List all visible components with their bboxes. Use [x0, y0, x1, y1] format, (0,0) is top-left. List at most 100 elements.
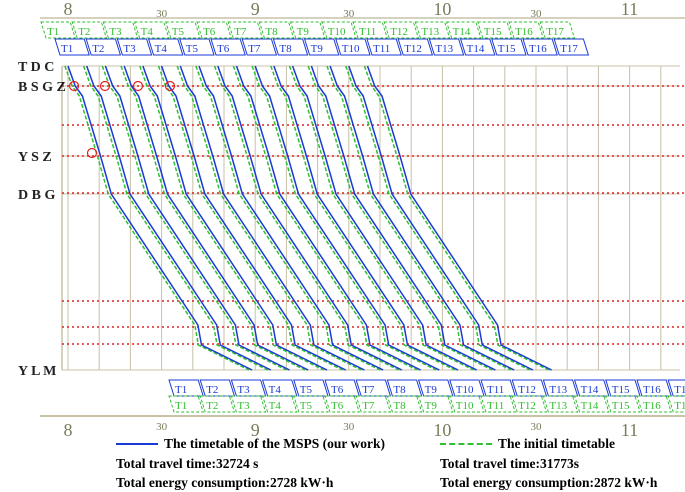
- travel-time-ours: Total travel time:32724 s: [116, 456, 259, 471]
- msps-train-line-T9: [217, 65, 403, 371]
- top-initial-box: [71, 21, 108, 39]
- top-initial-box: [196, 21, 232, 39]
- initial-train-line-T15: [326, 65, 512, 371]
- bottom-initial-box: [605, 395, 641, 413]
- top-msps-box: [491, 38, 527, 56]
- bottom-initial-label: T8: [393, 400, 406, 412]
- bottom-initial-label: T11: [487, 400, 504, 412]
- station-label: D B G: [18, 188, 55, 203]
- hour-label: 9: [251, 420, 260, 440]
- top-msps-label: T7: [248, 43, 261, 55]
- bottom-initial-box: [168, 395, 204, 413]
- bottom-initial-label: T9: [425, 400, 438, 412]
- top-msps-label: T8: [279, 43, 292, 55]
- bottom-msps-label: T6: [331, 384, 344, 396]
- top-msps-box: [85, 38, 122, 56]
- top-msps-label: T3: [123, 43, 136, 55]
- top-initial-box: [289, 21, 326, 39]
- bottom-msps-label: T8: [393, 384, 406, 396]
- highlight-circle: [99, 80, 111, 92]
- station-label: Y L M: [18, 364, 56, 379]
- top-initial-box: [102, 21, 139, 39]
- top-msps-box: [179, 38, 215, 56]
- energy-initial: Total energy consumption:2872 kW·h: [440, 475, 658, 490]
- top-initial-label: T7: [234, 26, 247, 38]
- top-initial-label: T5: [172, 26, 185, 38]
- top-msps-box: [366, 38, 402, 56]
- msps-train-line-T3: [104, 65, 290, 371]
- half-hour-label: 30: [343, 421, 355, 433]
- initial-train-line-T14: [307, 65, 493, 371]
- bottom-initial-label: T6: [331, 400, 344, 412]
- top-initial-label: T10: [328, 26, 346, 38]
- top-msps-label: T2: [92, 43, 104, 55]
- bottom-initial-label: T12: [518, 400, 536, 412]
- initial-train-line-T7: [176, 65, 362, 371]
- top-msps-box: [459, 38, 496, 56]
- top-initial-box: [40, 21, 76, 39]
- red-dotted-lines: [62, 85, 685, 345]
- bottom-initial-box: [386, 395, 423, 413]
- bottom-msps-label: T10: [456, 384, 474, 396]
- top-initial-box: [133, 21, 170, 39]
- initial-train-line-T9: [213, 65, 400, 371]
- msps-timetable-lines: [67, 65, 552, 371]
- bottom-msps-label: T5: [300, 384, 313, 396]
- hour-label: 9: [251, 0, 260, 19]
- initial-train-line-T3: [101, 65, 287, 371]
- half-hour-label: 30: [531, 8, 543, 20]
- msps-train-line-T8: [198, 65, 384, 371]
- msps-train-line-T10: [235, 65, 421, 371]
- half-hour-label: 30: [531, 421, 543, 433]
- bottom-initial-box: [355, 395, 392, 413]
- bottom-initial-label: T14: [581, 400, 599, 412]
- top-msps-box: [553, 38, 590, 56]
- initial-train-line-T8: [195, 65, 381, 371]
- bottom-initial-box: [293, 395, 329, 413]
- top-initial-label: T15: [484, 26, 502, 38]
- top-initial-label: T16: [515, 26, 533, 38]
- top-msps-label: T12: [404, 43, 422, 55]
- msps-train-line-T14: [310, 65, 496, 371]
- legend-entry-initial: The initial timetable: [440, 434, 657, 454]
- bottom-initial-label: T5: [300, 400, 313, 412]
- bottom-msps-label: T13: [549, 384, 567, 396]
- top-msps-box: [54, 38, 90, 56]
- top-initial-box: [414, 21, 451, 39]
- bottom-initial-label: T3: [237, 400, 250, 412]
- station-label: B S G Z: [18, 80, 66, 95]
- bottom-initial-label: T7: [362, 400, 375, 412]
- top-msps-label: T1: [61, 43, 73, 55]
- top-initial-label: T2: [78, 26, 90, 38]
- top-initial-label: T13: [421, 26, 439, 38]
- top-initial-label: T8: [265, 26, 278, 38]
- initial-train-line-T12: [270, 65, 456, 371]
- top-msps-box: [210, 38, 246, 56]
- bottom-initial-label: T4: [269, 400, 282, 412]
- station-label: Y S Z: [18, 150, 52, 165]
- top-msps-box: [147, 38, 184, 56]
- hour-label: 11: [621, 0, 638, 19]
- highlight-circle: [68, 80, 80, 92]
- bottom-initial-box: [573, 395, 610, 413]
- top-msps-label: T5: [186, 43, 199, 55]
- initial-train-line-T11: [251, 65, 437, 371]
- bottom-msps-label: T15: [612, 384, 630, 396]
- bottom-initial-label: T16: [643, 400, 661, 412]
- hour-label: 10: [433, 0, 451, 19]
- bottom-initial-box: [324, 395, 360, 413]
- highlight-circle: [132, 80, 144, 92]
- bottom-msps-label: T1: [175, 384, 187, 396]
- bottom-initial-box: [261, 395, 298, 413]
- initial-train-line-T2: [82, 65, 269, 371]
- initial-train-line-T16: [344, 65, 531, 371]
- bottom-initial-label: T15: [612, 400, 630, 412]
- msps-train-line-T11: [254, 65, 440, 371]
- top-msps-label: T10: [342, 43, 360, 55]
- top-initial-box: [321, 21, 357, 39]
- top-initial-label: T6: [203, 26, 216, 38]
- half-hour-label: 30: [156, 421, 168, 433]
- hour-label: 11: [621, 420, 638, 440]
- top-initial-box: [352, 21, 388, 39]
- top-msps-label: T17: [560, 43, 578, 55]
